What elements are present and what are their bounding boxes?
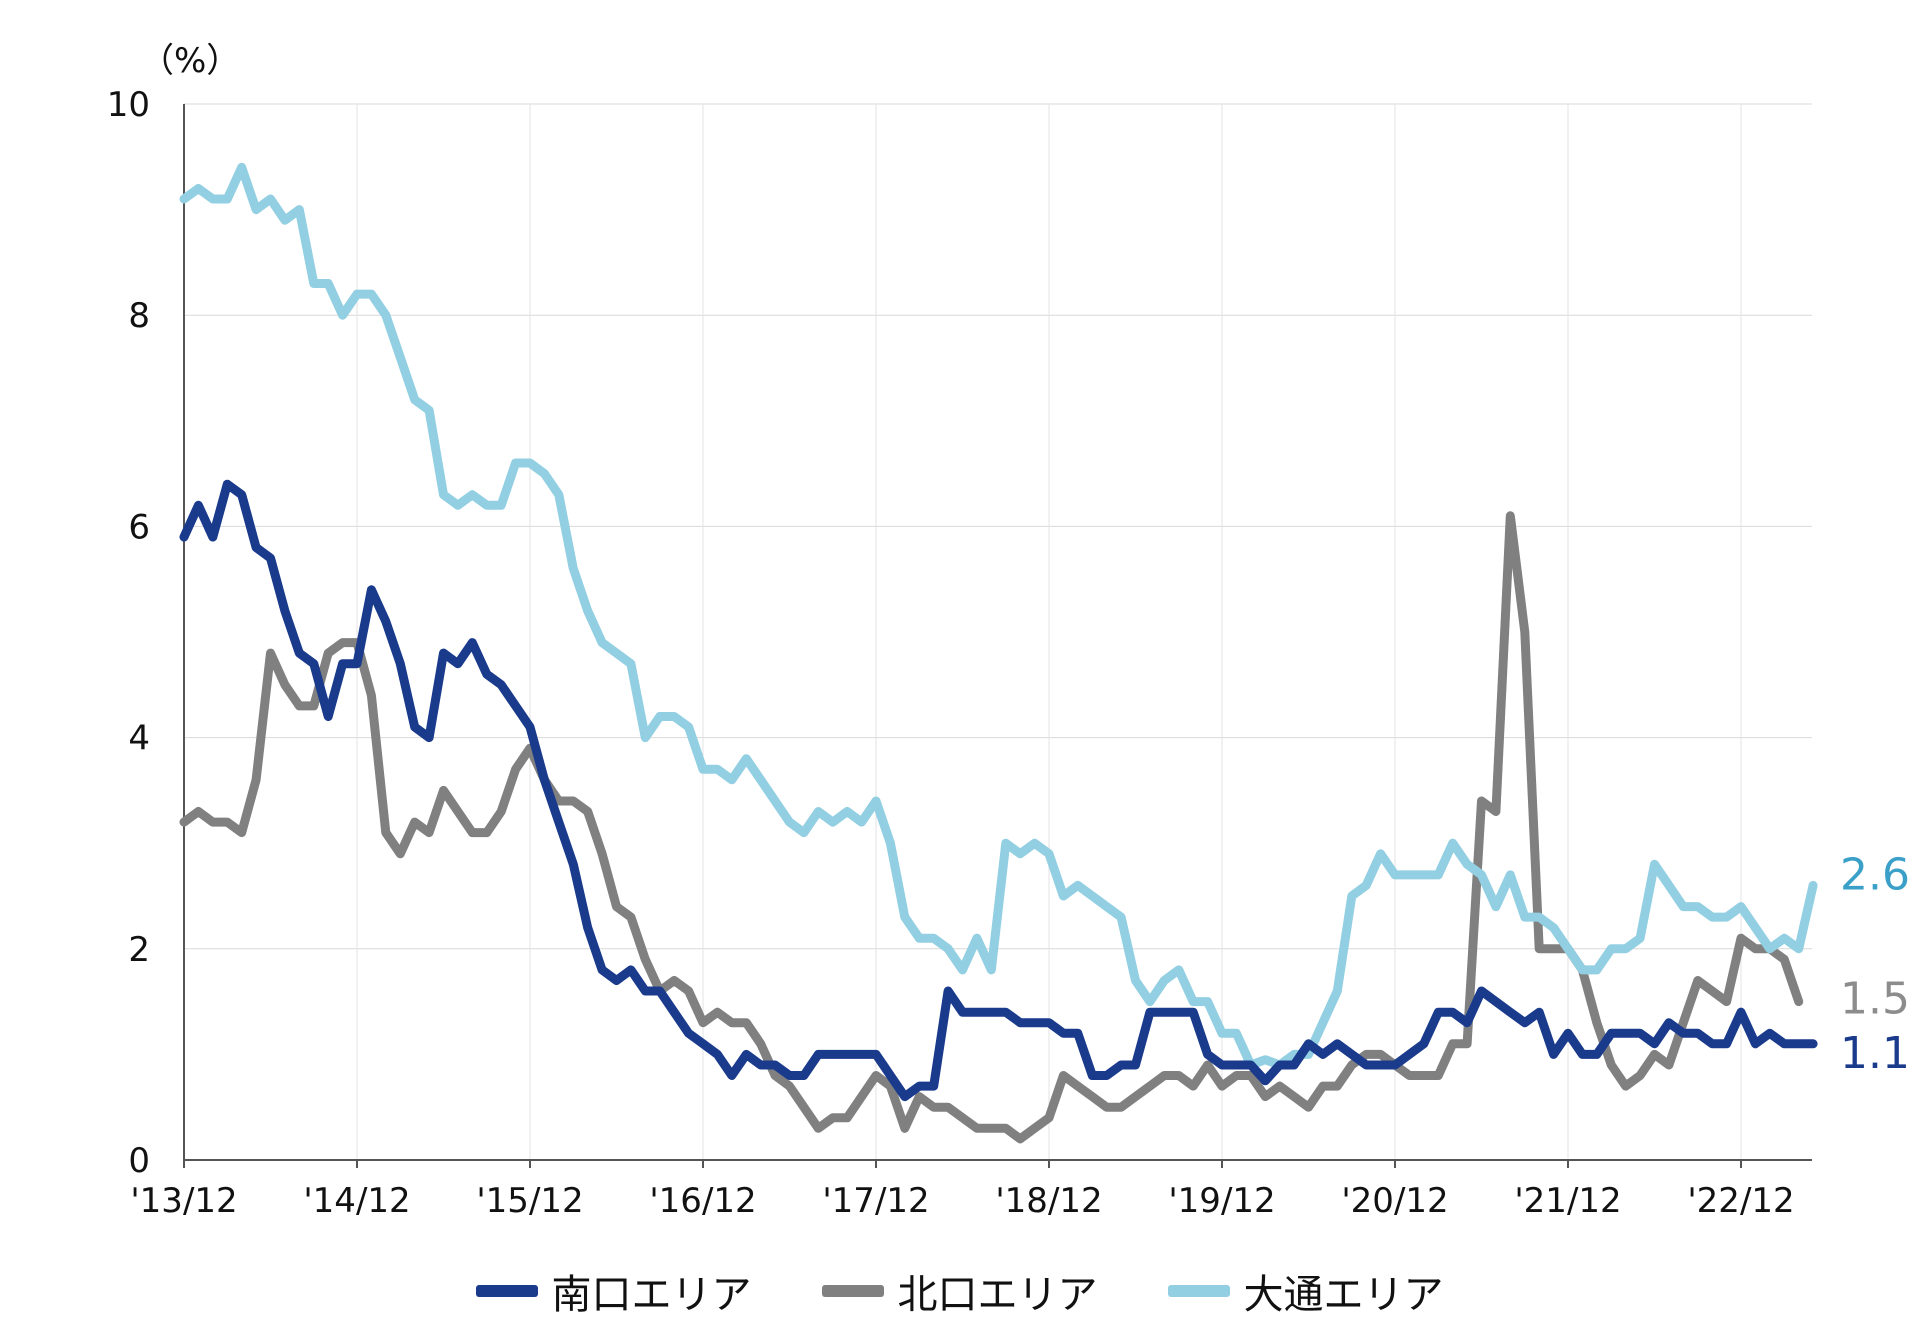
x-tick-label: '16/12 [649,1181,756,1221]
end-value-label-2: 1.5 [1840,974,1910,1025]
y-tick-label: 6 [128,507,150,547]
legend-swatch [475,1285,538,1297]
series-layer [179,162,1818,1144]
series-line-1 [179,479,1818,1102]
x-tick-label: '18/12 [995,1181,1102,1221]
series-line-2 [179,511,1804,1144]
y-axis-unit-label: （%） [140,41,240,81]
legend-label: 南口エリア [551,1272,752,1318]
x-tick-label: '19/12 [1168,1181,1275,1221]
series-line-3 [179,162,1818,1070]
x-tick-label: '22/12 [1687,1181,1794,1221]
x-tick-label: '15/12 [476,1181,583,1221]
legend-swatch [821,1285,884,1297]
y-tick-label: 10 [107,85,150,125]
end-value-label-1: 1.1 [1840,1028,1910,1079]
legend-label: 大通エリア [1243,1272,1444,1318]
end-value-label-3: 2.6 [1840,849,1910,900]
x-tick-label: '13/12 [130,1181,237,1221]
legend-label: 北口エリア [897,1272,1098,1318]
grid-layer [184,103,1812,1160]
x-tick-label: '17/12 [822,1181,929,1221]
y-tick-label: 2 [128,930,150,970]
x-tick-label: '14/12 [303,1181,410,1221]
axis-layer [183,104,1812,1168]
legend-item-1: 南口エリア [475,1262,752,1320]
label-layer: 0 2 4 6 8 10 '13/12 '14/12 '15/12 '16/12 '17/12 '18… [107,85,1910,1221]
chart-legend: 南口エリア 北口エリア 大通エリア [0,1262,1919,1320]
y-tick-label: 0 [128,1141,150,1181]
legend-item-3: 大通エリア [1167,1262,1444,1320]
legend-swatch [1167,1285,1230,1297]
y-tick-label: 8 [128,296,150,336]
legend-item-2: 北口エリア [821,1262,1098,1320]
y-tick-label: 4 [128,719,150,759]
x-tick-label: '21/12 [1514,1181,1621,1221]
x-tick-label: '20/12 [1341,1181,1448,1221]
